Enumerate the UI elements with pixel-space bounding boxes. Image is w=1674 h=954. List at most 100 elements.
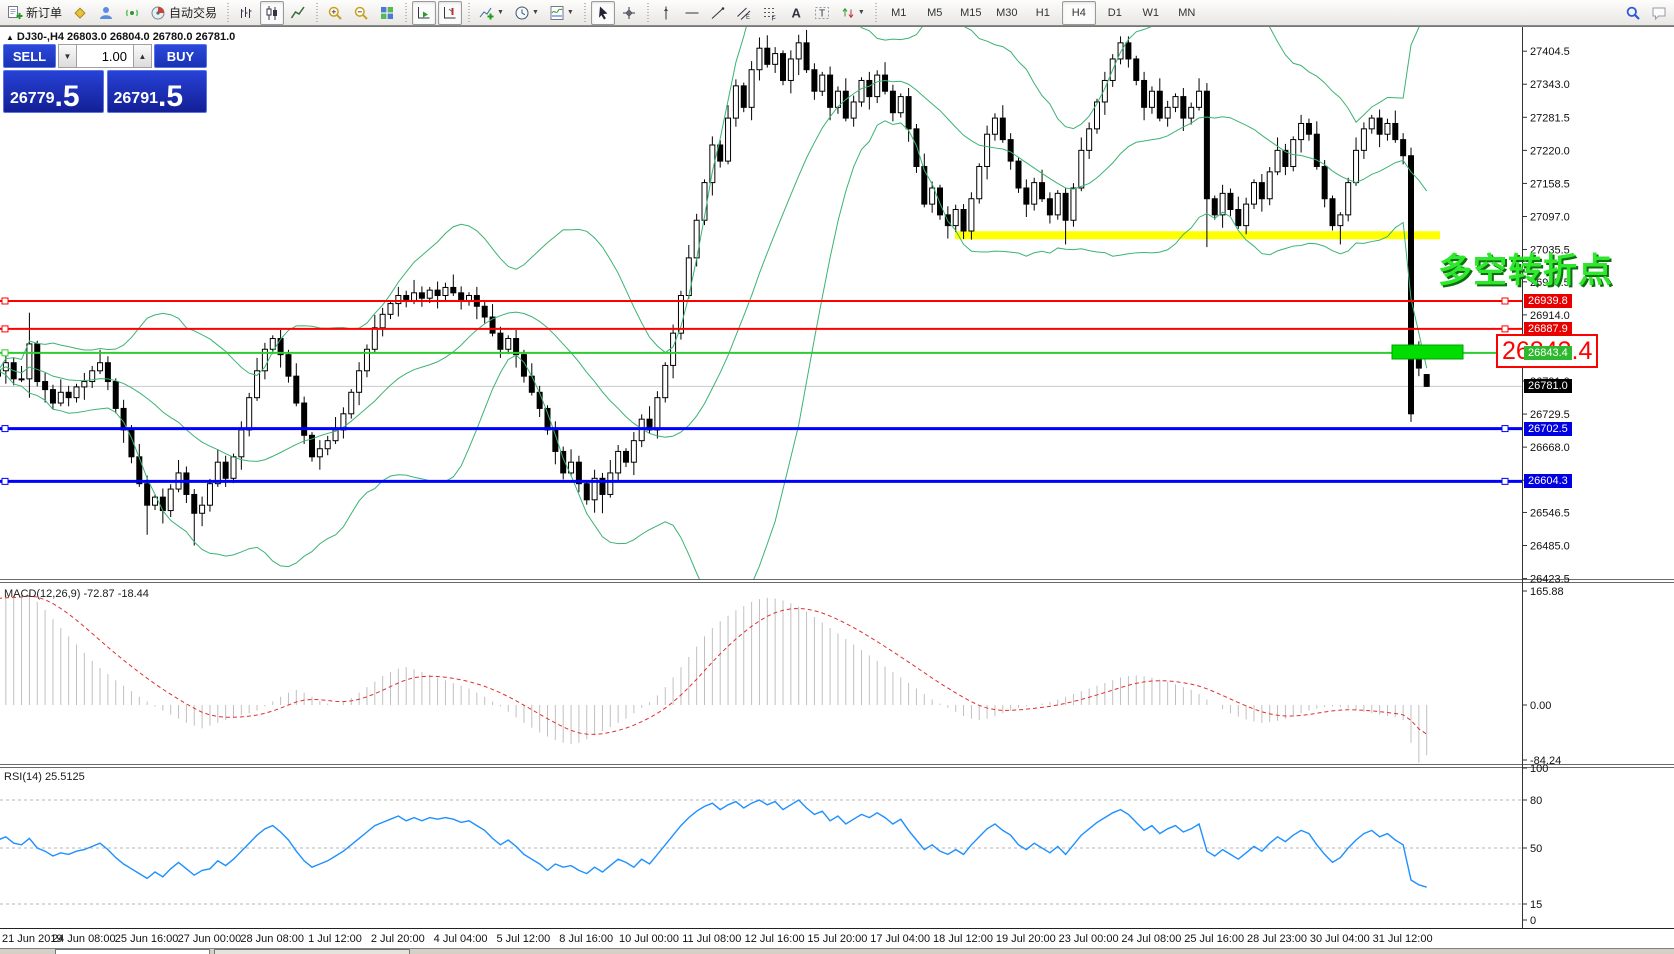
svg-text:0.00: 0.00 <box>1530 700 1551 712</box>
bar-chart-button[interactable] <box>234 1 258 25</box>
svg-text:26729.5: 26729.5 <box>1530 409 1570 421</box>
templates-icon <box>550 5 564 20</box>
collapse-marker-icon[interactable]: ▲ <box>6 33 14 42</box>
timeframe-M30[interactable]: M30 <box>996 6 1018 19</box>
timeframe-W1[interactable]: W1 <box>1142 6 1160 19</box>
sell-price-panel[interactable]: 26779.5 <box>3 70 104 113</box>
fibonacci-button[interactable]: F <box>758 1 782 25</box>
tile-windows-button[interactable] <box>375 1 399 25</box>
indicators-button[interactable]: ▼ <box>475 1 508 25</box>
svg-text:A: A <box>791 5 801 20</box>
volume-input[interactable] <box>77 44 133 68</box>
scroll-to-end-button[interactable] <box>412 0 437 25</box>
zoom-in-button[interactable] <box>323 1 347 25</box>
current-price-label: 26781.0 <box>1524 379 1572 394</box>
line-chart-button[interactable] <box>286 1 310 25</box>
sell-button[interactable]: SELL <box>3 44 56 68</box>
timeframe-H4[interactable]: H4 <box>1061 0 1096 25</box>
chart-tab[interactable] <box>55 949 210 954</box>
time-label: 28 Jul 23:00 <box>1247 933 1307 945</box>
fibonacci-icon: F <box>763 7 776 21</box>
chat-button[interactable] <box>1647 1 1671 25</box>
line-handle[interactable] <box>1 425 9 433</box>
profile-button[interactable] <box>94 1 118 25</box>
svg-text:27035.5: 27035.5 <box>1530 245 1570 257</box>
line-handle[interactable] <box>1501 425 1509 433</box>
candlestick-button[interactable] <box>260 0 285 25</box>
text-button[interactable]: A <box>784 1 808 25</box>
timeframe-D1[interactable]: D1 <box>1107 6 1122 19</box>
scroll-to-end-icon <box>418 6 430 18</box>
channel-icon: E <box>737 7 751 21</box>
crosshair-button[interactable] <box>617 1 641 25</box>
price-label-26702.5: 26702.5 <box>1524 421 1572 436</box>
line-handle[interactable] <box>1501 477 1509 485</box>
autotrade-button[interactable]: 自动交易 <box>146 1 221 25</box>
chart-shift-button[interactable] <box>438 0 463 25</box>
svg-text:-84.24: -84.24 <box>1530 755 1561 767</box>
symbol-title: ▲ DJ30-,H4 26803.0 26804.0 26780.0 26781.… <box>6 31 236 43</box>
macd-signal-line <box>0 595 1427 735</box>
timeframe-M5[interactable]: M5 <box>927 6 943 19</box>
toolbar-separator <box>580 2 588 23</box>
channel-button[interactable]: E <box>732 1 756 25</box>
templates-button[interactable]: ▼ <box>545 1 578 25</box>
price-label-26887.9: 26887.9 <box>1524 321 1572 336</box>
volume-increase-button[interactable]: ▲ <box>133 44 152 68</box>
price-label-26843.4: 26843.4 <box>1524 345 1572 360</box>
zoom-out-button[interactable] <box>349 1 373 25</box>
turning-point-annotation[interactable]: 多空转折点 <box>1438 252 1613 290</box>
shapes-button[interactable]: ▼ <box>836 1 869 25</box>
line-handle[interactable] <box>1 349 9 357</box>
chart-tab[interactable] <box>214 949 410 954</box>
periods-button[interactable]: ▼ <box>510 1 543 25</box>
svg-text:165.88: 165.88 <box>1530 586 1564 598</box>
timeframe-H1[interactable]: H1 <box>1035 6 1050 19</box>
line-handle[interactable] <box>1 325 9 333</box>
toolbar-separator <box>402 2 410 23</box>
breakout-highlight-box[interactable] <box>1391 344 1464 360</box>
crosshair-icon <box>622 6 635 19</box>
hline-button[interactable] <box>680 1 704 25</box>
autotrade-icon <box>151 6 165 19</box>
chat-icon <box>1652 7 1666 20</box>
svg-text:27281.5: 27281.5 <box>1530 112 1570 124</box>
macd-histogram <box>5 591 1428 763</box>
line-handle[interactable] <box>1501 325 1509 333</box>
chevron-down-icon: ▼ <box>566 9 574 16</box>
volume-decrease-button[interactable]: ▼ <box>58 44 77 68</box>
buy-price-panel[interactable]: 26791.5 <box>106 70 207 113</box>
line-handle[interactable] <box>1 477 9 485</box>
vline-button[interactable] <box>654 1 678 25</box>
time-label: 30 Jul 04:00 <box>1309 933 1370 945</box>
timeframe-MN[interactable]: MN <box>1178 6 1196 19</box>
hline-icon <box>685 12 699 13</box>
text-icon: A <box>791 5 801 20</box>
toolbar-button-label: 新订单 <box>26 6 63 20</box>
zoom-in-icon <box>328 6 342 20</box>
line-handle[interactable] <box>1501 297 1509 305</box>
new-order-button[interactable]: 新订单 <box>3 1 66 25</box>
cursor-button[interactable] <box>590 0 615 25</box>
eraser-button[interactable] <box>68 1 92 25</box>
timeframe-M1[interactable]: M1 <box>891 6 907 19</box>
svg-text:27343.0: 27343.0 <box>1530 79 1570 91</box>
svg-text:26485.0: 26485.0 <box>1530 541 1570 553</box>
time-label: 28 Jun 08:00 <box>240 933 304 945</box>
trendline-button[interactable] <box>706 1 730 25</box>
toolbar-separator <box>224 2 232 23</box>
buy-price: 26791 <box>113 90 159 107</box>
svg-text:F: F <box>771 15 775 21</box>
toolbar-separator <box>465 2 473 23</box>
bar-chart-icon <box>241 6 252 18</box>
signal-button[interactable] <box>120 1 144 25</box>
indicators-icon <box>479 7 494 19</box>
price-label-26604.3: 26604.3 <box>1524 474 1572 489</box>
buy-button[interactable]: BUY <box>154 44 207 68</box>
search-icon <box>1626 6 1640 20</box>
line-handle[interactable] <box>1 297 9 305</box>
svg-text:26423.5: 26423.5 <box>1530 574 1570 586</box>
label-button[interactable]: T <box>810 1 834 25</box>
search-button[interactable] <box>1621 1 1645 25</box>
timeframe-M15[interactable]: M15 <box>960 6 982 19</box>
